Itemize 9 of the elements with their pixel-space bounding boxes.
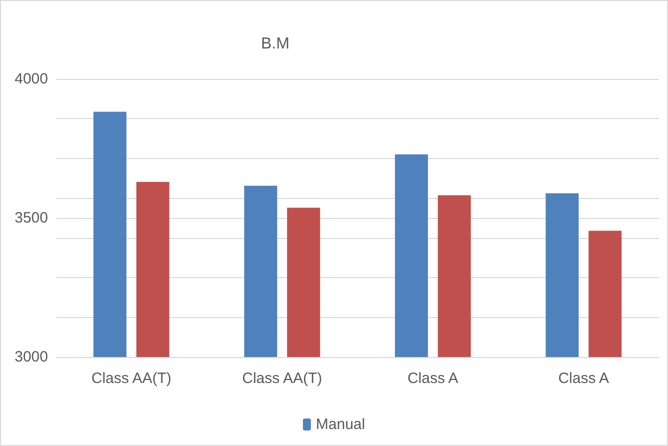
y-tick-label: 3500 xyxy=(14,210,48,226)
legend-label: Manual xyxy=(316,416,366,433)
y-tick-label: 3000 xyxy=(14,348,48,366)
x-tick-label: Class A xyxy=(407,370,458,387)
x-tick-label: Class AA(T) xyxy=(91,370,172,387)
x-tick-label: Class AA(T) xyxy=(242,370,322,387)
x-tick-label: Class A xyxy=(558,370,610,387)
chart-title: B.M xyxy=(261,36,290,52)
y-tick-label: 4000 xyxy=(14,70,48,88)
